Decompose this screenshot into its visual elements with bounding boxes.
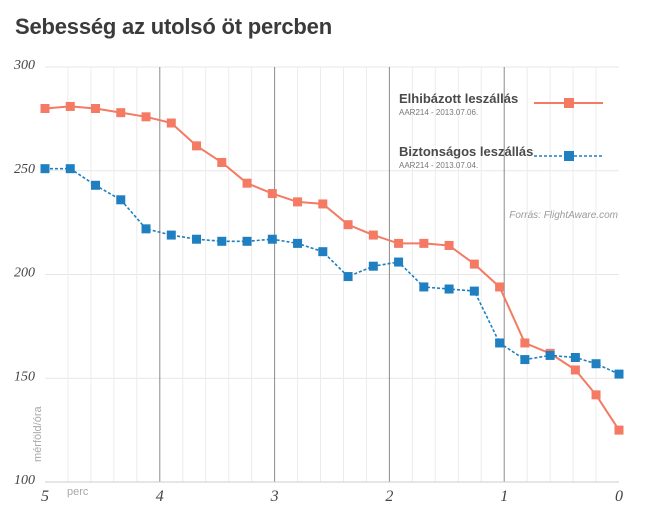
y-axis-unit-label: mérföld/óra: [32, 405, 44, 462]
data-point: [469, 259, 479, 269]
data-point: [368, 261, 378, 271]
data-point: [65, 101, 75, 111]
data-point: [166, 230, 176, 240]
data-point: [520, 338, 530, 348]
data-point: [141, 112, 151, 122]
chart-title: Sebesség az utolsó öt percben: [15, 14, 332, 39]
data-point: [242, 178, 252, 188]
data-point: [267, 234, 277, 244]
data-point: [591, 390, 601, 400]
data-point: [116, 108, 126, 118]
data-series: [40, 101, 624, 435]
data-point: [242, 236, 252, 246]
x-tick-label: 4: [156, 488, 164, 505]
data-point: [570, 365, 580, 375]
data-point: [520, 355, 530, 365]
data-point: [267, 189, 277, 199]
legend-marker-swatch: [564, 151, 574, 161]
data-point: [444, 284, 454, 294]
data-point: [614, 369, 624, 379]
x-axis-unit-label: perc: [67, 486, 89, 498]
data-point: [91, 104, 101, 113]
data-point: [293, 197, 303, 207]
data-point: [318, 199, 328, 209]
x-tick-label: 0: [615, 488, 623, 505]
data-point: [343, 272, 353, 282]
data-point: [545, 350, 555, 360]
data-point: [65, 164, 75, 174]
data-point: [318, 247, 328, 257]
legend-series-subtitle: AAR214 - 2013.07.04.: [399, 161, 478, 170]
data-point: [141, 224, 151, 234]
data-point: [419, 282, 429, 292]
data-point: [444, 240, 454, 250]
data-point: [40, 104, 50, 113]
data-point: [166, 118, 176, 128]
data-point: [495, 282, 505, 292]
data-point: [394, 238, 404, 248]
grid-lines: [45, 66, 619, 483]
axes: 300 250 200 150 100 5 4 3 2 1 0 perc mérföld/óra: [13, 58, 623, 505]
x-tick-label: 1: [500, 488, 508, 505]
x-tick-label: 2: [385, 488, 393, 505]
source-label: Forrás: FlightAware.com: [509, 210, 618, 221]
data-point: [192, 234, 202, 244]
data-point: [495, 338, 505, 348]
legend-marker-swatch: [564, 98, 574, 108]
y-tick-label: 300: [13, 58, 35, 73]
data-point: [419, 238, 429, 248]
data-point: [91, 180, 101, 190]
series-2: [40, 164, 624, 379]
data-point: [217, 157, 227, 167]
y-tick-label: 100: [14, 473, 35, 488]
data-point: [591, 359, 601, 369]
y-tick-label: 150: [14, 369, 35, 384]
data-point: [116, 195, 126, 205]
y-tick-label: 250: [14, 162, 35, 177]
data-point: [368, 230, 378, 240]
series-line: [45, 167, 620, 375]
data-point: [570, 353, 580, 362]
legend-series-name: Biztonságos leszállás: [399, 144, 533, 159]
data-point: [293, 238, 303, 248]
data-point: [469, 286, 479, 296]
series-1: [40, 101, 624, 435]
x-tick-label: 5: [41, 488, 49, 505]
data-point: [217, 236, 227, 246]
legend-series-name: Elhibázott leszállás: [399, 91, 518, 106]
x-tick-label: 3: [270, 488, 279, 505]
data-point: [343, 220, 353, 230]
legend: Elhibázott leszállás AAR214 - 2013.07.06.…: [399, 91, 618, 221]
data-point: [614, 425, 624, 435]
data-point: [40, 164, 50, 174]
data-point: [192, 141, 202, 151]
data-point: [394, 257, 404, 267]
legend-series-subtitle: AAR214 - 2013.07.06.: [399, 108, 478, 117]
y-tick-label: 200: [14, 266, 35, 281]
